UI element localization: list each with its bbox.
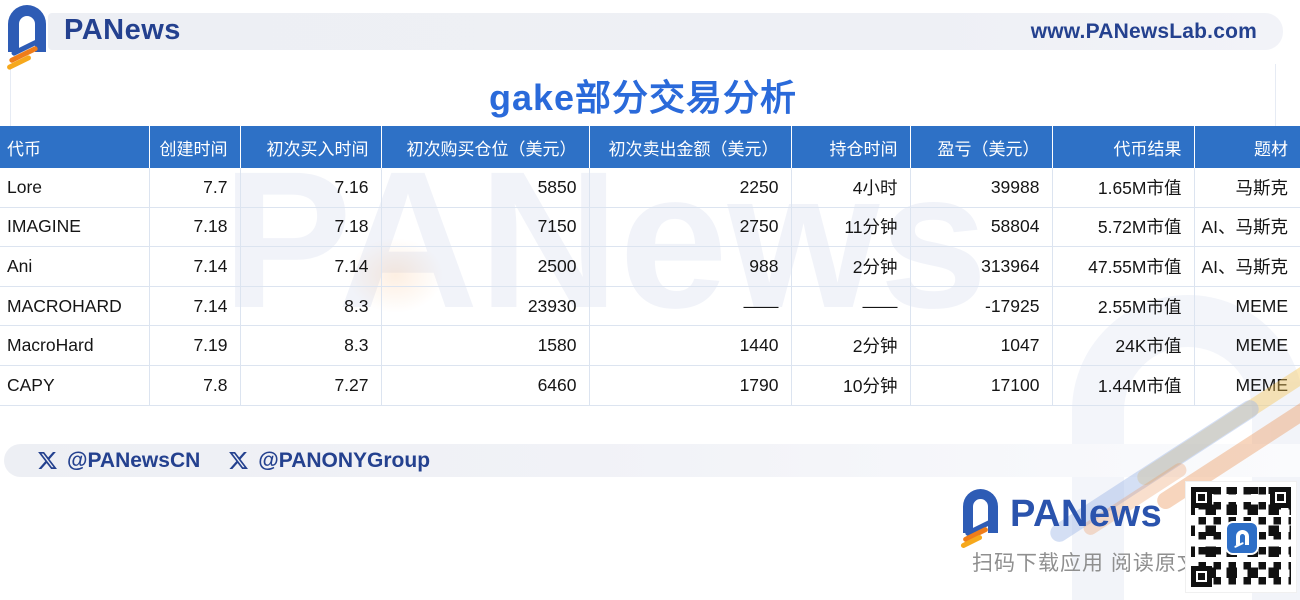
header-cell-token: 代币 (0, 126, 150, 168)
table-cell: 313964 (910, 246, 1053, 287)
panews-magnet-icon (1236, 530, 1249, 545)
twitter-handle-panonygroup[interactable]: @PANONYGroup (228, 449, 430, 473)
table-cell: Lore (0, 168, 150, 208)
table-cell: 2750 (589, 207, 792, 248)
table-cell: MEME (1194, 365, 1300, 406)
header-cell-result: 代币结果 (1052, 126, 1195, 168)
handle-label: @PANONYGroup (258, 448, 431, 472)
table-cell: 1440 (589, 325, 792, 366)
table-cell: MACROHARD (0, 286, 150, 327)
table-cell: 7150 (381, 207, 590, 248)
panews-magnet-icon (8, 5, 46, 52)
brand-logo: PANews (6, 3, 238, 71)
table-row: IMAGINE 7.18 7.18 7150 2750 11分钟 58804 5… (0, 207, 1300, 248)
table-cell: —— (589, 286, 792, 327)
table-cell: 7.7 (149, 168, 241, 208)
qr-finder-bottom-left (1191, 566, 1212, 587)
qr-code (1185, 481, 1297, 593)
site-url-link[interactable]: www.PANewsLab.com (1030, 19, 1257, 43)
qr-finder-top-left (1191, 487, 1212, 508)
qr-center-logo (1225, 521, 1259, 555)
table-cell: 2分钟 (791, 325, 911, 366)
table-cell: 58804 (910, 207, 1053, 248)
table-header-row: 代币 创建时间 初次买入时间 初次购买仓位（美元） 初次卖出金额（美元） 持仓时… (0, 126, 1300, 168)
twitter-handle-panewscn[interactable]: @PANewsCN (37, 449, 200, 473)
table-cell: 1790 (589, 365, 792, 406)
trades-table: 代币 创建时间 初次买入时间 初次购买仓位（美元） 初次卖出金额（美元） 持仓时… (0, 126, 1300, 406)
table-cell: 23930 (381, 286, 590, 327)
table-cell: 7.19 (149, 325, 241, 366)
header-cell-theme: 题材 (1194, 126, 1300, 168)
table-cell: 5850 (381, 168, 590, 208)
panews-magnet-icon (963, 489, 998, 533)
table-cell: 8.3 (240, 325, 382, 366)
table-cell: 17100 (910, 365, 1053, 406)
table-cell: AI、马斯克 (1194, 246, 1300, 287)
table-cell: 6460 (381, 365, 590, 406)
table-cell: 7.14 (149, 286, 241, 327)
table-cell: 2.55M市值 (1052, 286, 1195, 327)
table-cell: 39988 (910, 168, 1053, 208)
table-row: Ani 7.14 7.14 2500 988 2分钟 313964 47.55M… (0, 246, 1300, 287)
table-cell: 1047 (910, 325, 1053, 366)
table-cell: 7.8 (149, 365, 241, 406)
table-cell: 11分钟 (791, 207, 911, 248)
table-cell: 1.44M市值 (1052, 365, 1195, 406)
header-cell-hold-time: 持仓时间 (791, 126, 911, 168)
table-cell: CAPY (0, 365, 150, 406)
table-cell: 5.72M市值 (1052, 207, 1195, 248)
table-cell: 7.16 (240, 168, 382, 208)
table-cell: 2分钟 (791, 246, 911, 287)
brand-name: PANews (64, 14, 181, 46)
header-cell-pnl: 盈亏（美元） (910, 126, 1053, 168)
table-cell: 10分钟 (791, 365, 911, 406)
table-cell: 7.18 (240, 207, 382, 248)
footer-bar: @PANewsCN @PANONYGroup (4, 444, 1300, 477)
table-cell: 1.65M市值 (1052, 168, 1195, 208)
scan-caption: 扫码下载应用 阅读原文 (972, 552, 1199, 575)
table-cell: 马斯克 (1194, 168, 1300, 208)
x-twitter-icon (229, 451, 249, 470)
header-cell-created: 创建时间 (149, 126, 241, 168)
table-cell: -17925 (910, 286, 1053, 327)
table-cell: 24K市值 (1052, 325, 1195, 366)
table-cell: MEME (1194, 325, 1300, 366)
table-cell: 7.14 (240, 246, 382, 287)
top-bar: www.PANewsLab.com (48, 13, 1283, 50)
table-cell: 8.3 (240, 286, 382, 327)
table-row: MacroHard 7.19 8.3 1580 1440 2分钟 1047 24… (0, 325, 1300, 366)
table-row: Lore 7.7 7.16 5850 2250 4小时 39988 1.65M市… (0, 168, 1300, 208)
brand-name: PANews (1010, 493, 1163, 535)
table-cell: MEME (1194, 286, 1300, 327)
bottom-brand-block: PANews 扫码下载应用 阅读原文 (960, 485, 1198, 585)
table-cell: 4小时 (791, 168, 911, 208)
table-cell: AI、马斯克 (1194, 207, 1300, 248)
header-cell-first-buy-time: 初次买入时间 (240, 126, 382, 168)
header-cell-first-sell-usd: 初次卖出金额（美元） (589, 126, 792, 168)
header-cell-first-buy-usd: 初次购买仓位（美元） (381, 126, 590, 168)
handle-label: @PANewsCN (67, 448, 201, 472)
title-row: gake部分交易分析 (10, 64, 1276, 126)
table-cell: 2500 (381, 246, 590, 287)
qr-finder-top-right (1270, 487, 1291, 508)
table-cell: 7.18 (149, 207, 241, 248)
table-cell: 988 (589, 246, 792, 287)
table-cell: 7.14 (149, 246, 241, 287)
table-cell: 7.27 (240, 365, 382, 406)
table-cell: MacroHard (0, 325, 150, 366)
table-cell: 47.55M市值 (1052, 246, 1195, 287)
x-twitter-icon (38, 451, 57, 470)
page-title: gake部分交易分析 (488, 77, 798, 118)
table-row: MACROHARD 7.14 8.3 23930 —— —— -17925 2.… (0, 286, 1300, 327)
table-cell: 2250 (589, 168, 792, 208)
table-cell: IMAGINE (0, 207, 150, 248)
table-cell: —— (791, 286, 911, 327)
table-cell: Ani (0, 246, 150, 287)
table-row: CAPY 7.8 7.27 6460 1790 10分钟 17100 1.44M… (0, 365, 1300, 406)
table-cell: 1580 (381, 325, 590, 366)
